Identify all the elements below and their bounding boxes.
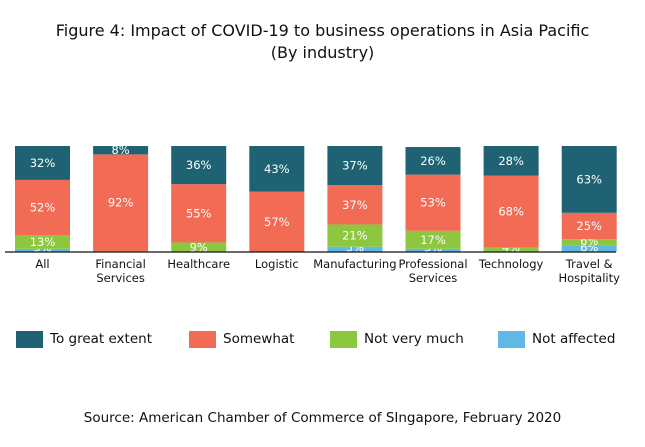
x-tick-label: Hospitality	[558, 271, 620, 285]
bar-segment-somewhat	[327, 185, 383, 225]
data-label: 55%	[186, 206, 212, 220]
legend-item-not-affected: Not affected	[498, 329, 615, 349]
legend: To great extent Somewhat Not very much N…	[0, 329, 645, 349]
data-label: 92%	[108, 196, 134, 210]
bar-segment-somewhat	[405, 174, 461, 231]
x-tick-label: Professional	[398, 257, 467, 271]
bar-segment-not-very-much	[561, 239, 617, 246]
bar-segment-not-affected	[405, 248, 461, 252]
data-label: 68%	[498, 205, 524, 219]
legend-swatch-not-affected	[498, 330, 525, 348]
bar-segment-to-great-extent	[93, 146, 149, 155]
x-tick-label: Logistic	[255, 257, 299, 271]
data-label: 25%	[576, 219, 602, 233]
data-label: 26%	[420, 154, 446, 168]
data-label: 37%	[342, 198, 368, 212]
x-tick-label: Services	[409, 271, 458, 285]
bar-segment-somewhat	[15, 179, 70, 236]
legend-swatch-somewhat	[189, 330, 216, 348]
data-label: 13%	[30, 235, 56, 249]
legend-swatch-not-very-much	[330, 330, 357, 348]
bar-segment-somewhat	[249, 191, 305, 252]
chart-title-line1: Figure 4: Impact of COVID-19 to business…	[55, 21, 590, 40]
legend-swatch-great-extent	[16, 330, 43, 348]
bar-segment-to-great-extent	[405, 147, 461, 175]
chart-title: Figure 4: Impact of COVID-19 to business…	[0, 20, 645, 64]
legend-label: Not affected	[532, 331, 616, 347]
x-tick-label: Travel &	[565, 257, 613, 271]
data-label: 43%	[264, 162, 290, 176]
data-label: 36%	[186, 158, 212, 172]
bar-segment-somewhat	[561, 212, 617, 240]
bar-segment-not-very-much	[15, 235, 70, 249]
legend-item-not-very-much: Not very much	[330, 329, 464, 349]
data-label: 57%	[264, 215, 290, 229]
bar-segment-not-very-much	[327, 224, 383, 247]
bars-group: 3%13%52%32%92%8%9%55%36%57%43%5%21%37%37…	[15, 143, 617, 255]
x-tick-label: All	[35, 257, 49, 271]
data-label: 9%	[190, 241, 208, 255]
x-tick-label: Technology	[478, 257, 544, 271]
source-note: Source: American Chamber of Commerce of …	[83, 410, 562, 426]
bar-segment-not-very-much	[483, 247, 539, 252]
bar-segment-somewhat	[93, 154, 149, 251]
data-label: 17%	[420, 233, 446, 247]
data-label: 37%	[342, 159, 368, 173]
x-tick-label: Financial	[95, 257, 145, 271]
data-label: 8%	[111, 143, 129, 157]
data-label: 52%	[30, 200, 56, 214]
legend-item-great-extent: To great extent	[16, 329, 152, 349]
x-tick-label: Manufacturing	[313, 257, 396, 271]
data-label: 21%	[342, 229, 368, 243]
bar-segment-to-great-extent	[15, 146, 70, 180]
bar-segment-not-affected	[327, 246, 383, 252]
data-label: 32%	[30, 156, 56, 170]
data-label: 63%	[576, 172, 602, 186]
legend-label: Somewhat	[223, 331, 295, 347]
x-tick-label: Healthcare	[167, 257, 230, 271]
data-label: 28%	[498, 154, 524, 168]
legend-label: To great extent	[50, 331, 152, 347]
x-tick-label: Services	[96, 271, 145, 285]
data-label: 53%	[420, 196, 446, 210]
bar-segment-to-great-extent	[249, 146, 305, 192]
bar-segment-not-affected	[561, 245, 617, 252]
bar-segment-not-very-much	[405, 230, 461, 249]
bar-segment-to-great-extent	[171, 146, 227, 185]
bar-segment-somewhat	[483, 175, 539, 248]
bar-segment-to-great-extent	[483, 146, 539, 176]
legend-item-somewhat: Somewhat	[189, 329, 294, 349]
stacked-bar-chart: 3%13%52%32%92%8%9%55%36%57%43%5%21%37%37…	[5, 143, 621, 285]
chart-subtitle: (By industry)	[270, 43, 375, 62]
bar-segment-to-great-extent	[561, 146, 617, 213]
bar-segment-to-great-extent	[327, 146, 383, 186]
legend-label: Not very much	[364, 331, 464, 347]
bar-segment-not-very-much	[171, 242, 227, 252]
bar-segment-not-affected	[15, 248, 70, 252]
bar-segment-somewhat	[171, 184, 227, 243]
